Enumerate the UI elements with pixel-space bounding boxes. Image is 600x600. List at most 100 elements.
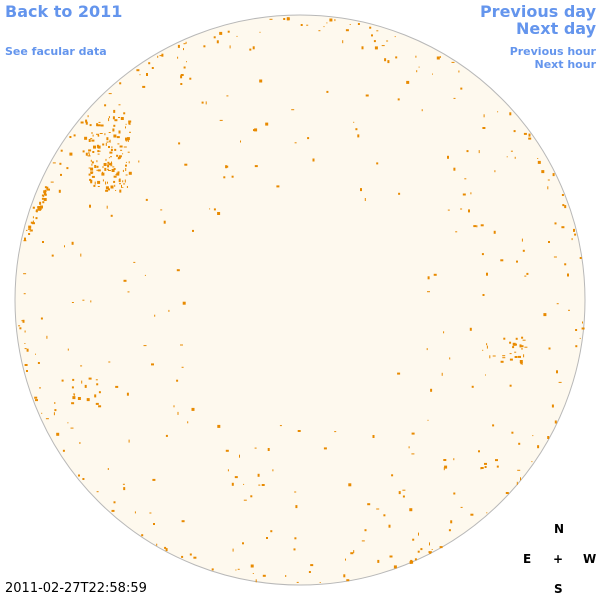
facula (123, 146, 127, 148)
facula (554, 420, 557, 424)
facula (184, 163, 188, 166)
facula (258, 484, 261, 486)
facula (102, 171, 103, 174)
facula (116, 154, 119, 157)
facula (88, 377, 92, 380)
facula (253, 129, 255, 132)
facula (448, 529, 451, 532)
facula (297, 430, 301, 432)
facula (178, 142, 181, 145)
facula (80, 121, 84, 124)
facula (119, 183, 121, 185)
facula (125, 168, 127, 171)
facula (480, 224, 484, 227)
facula (108, 118, 110, 122)
facula (127, 291, 130, 293)
facula (295, 505, 298, 509)
facula (515, 337, 518, 340)
facula (193, 556, 197, 559)
facula (157, 55, 159, 58)
facula (24, 348, 27, 350)
facula (110, 214, 113, 217)
facula (486, 272, 488, 276)
facula (453, 458, 455, 461)
facula (573, 228, 575, 232)
compass-south: S (554, 582, 563, 596)
facula (80, 365, 83, 367)
facula (450, 520, 453, 524)
facula (348, 483, 352, 487)
facula (21, 320, 24, 322)
facula (497, 111, 499, 113)
facula (23, 293, 26, 295)
facula (514, 356, 518, 358)
facula (468, 209, 470, 213)
facula (283, 18, 286, 20)
facular-link[interactable]: See facular data (5, 45, 107, 58)
facula (556, 370, 558, 374)
next-day-link[interactable]: Next day (516, 19, 596, 38)
facula (547, 436, 550, 439)
facula (104, 133, 106, 136)
facula (397, 98, 400, 101)
facula (496, 465, 499, 468)
facula (443, 467, 445, 471)
facula (105, 189, 109, 192)
facula (453, 167, 456, 171)
facula (243, 499, 247, 501)
facula (398, 192, 401, 195)
facula (286, 17, 289, 21)
facula (520, 477, 521, 481)
facula (471, 385, 474, 388)
facula (114, 119, 118, 122)
facula (126, 186, 128, 188)
facula (26, 348, 29, 352)
facula (153, 523, 155, 525)
facula (138, 160, 140, 163)
facula (97, 186, 100, 187)
facula (326, 22, 328, 24)
facula (122, 153, 124, 155)
facula (518, 355, 521, 358)
facula (159, 55, 162, 57)
facula (418, 532, 419, 536)
facula (127, 139, 129, 142)
facula (514, 351, 517, 353)
prev-day-link[interactable]: Previous day (479, 2, 596, 21)
facula (88, 167, 91, 169)
facula (109, 151, 113, 154)
facula (78, 474, 80, 477)
facula (364, 529, 367, 532)
facula (97, 124, 101, 127)
facula (121, 184, 122, 188)
facula (94, 181, 96, 185)
facula (520, 360, 523, 363)
next-hour-link[interactable]: Next hour (534, 58, 597, 71)
prev-hour-link[interactable]: Previous hour (509, 45, 596, 58)
facula (518, 442, 521, 445)
facula (73, 134, 76, 137)
facula (91, 139, 95, 142)
facula (90, 138, 93, 140)
facula (447, 209, 450, 211)
compass-center: + (553, 552, 564, 566)
facula (360, 188, 362, 192)
facula (111, 169, 115, 172)
facula (564, 263, 567, 266)
facula (257, 473, 260, 477)
facula (502, 357, 506, 359)
back-link[interactable]: Back to 2011 (5, 2, 123, 21)
facula (521, 238, 523, 242)
facula (46, 335, 48, 339)
facula (453, 97, 456, 99)
facula (70, 427, 74, 429)
facula (537, 445, 540, 449)
facula (110, 149, 113, 151)
facula (124, 179, 126, 183)
facula (484, 462, 487, 465)
facula (342, 40, 344, 44)
facula (107, 164, 110, 168)
facula (102, 166, 104, 169)
facula (420, 548, 423, 551)
